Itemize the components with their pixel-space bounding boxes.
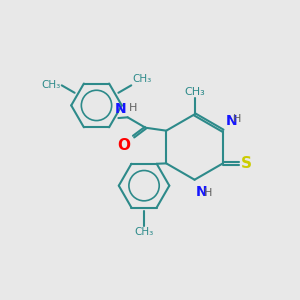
Text: O: O: [118, 138, 130, 153]
Text: N: N: [225, 114, 237, 128]
Text: S: S: [241, 156, 252, 171]
Text: N: N: [115, 102, 126, 116]
Text: H: H: [129, 103, 137, 113]
Text: N: N: [196, 185, 208, 199]
Text: CH₃: CH₃: [134, 227, 154, 237]
Text: CH₃: CH₃: [184, 86, 205, 97]
Text: H: H: [204, 188, 212, 198]
Text: H: H: [233, 114, 242, 124]
Text: CH₃: CH₃: [41, 80, 60, 90]
Text: CH₃: CH₃: [133, 74, 152, 84]
